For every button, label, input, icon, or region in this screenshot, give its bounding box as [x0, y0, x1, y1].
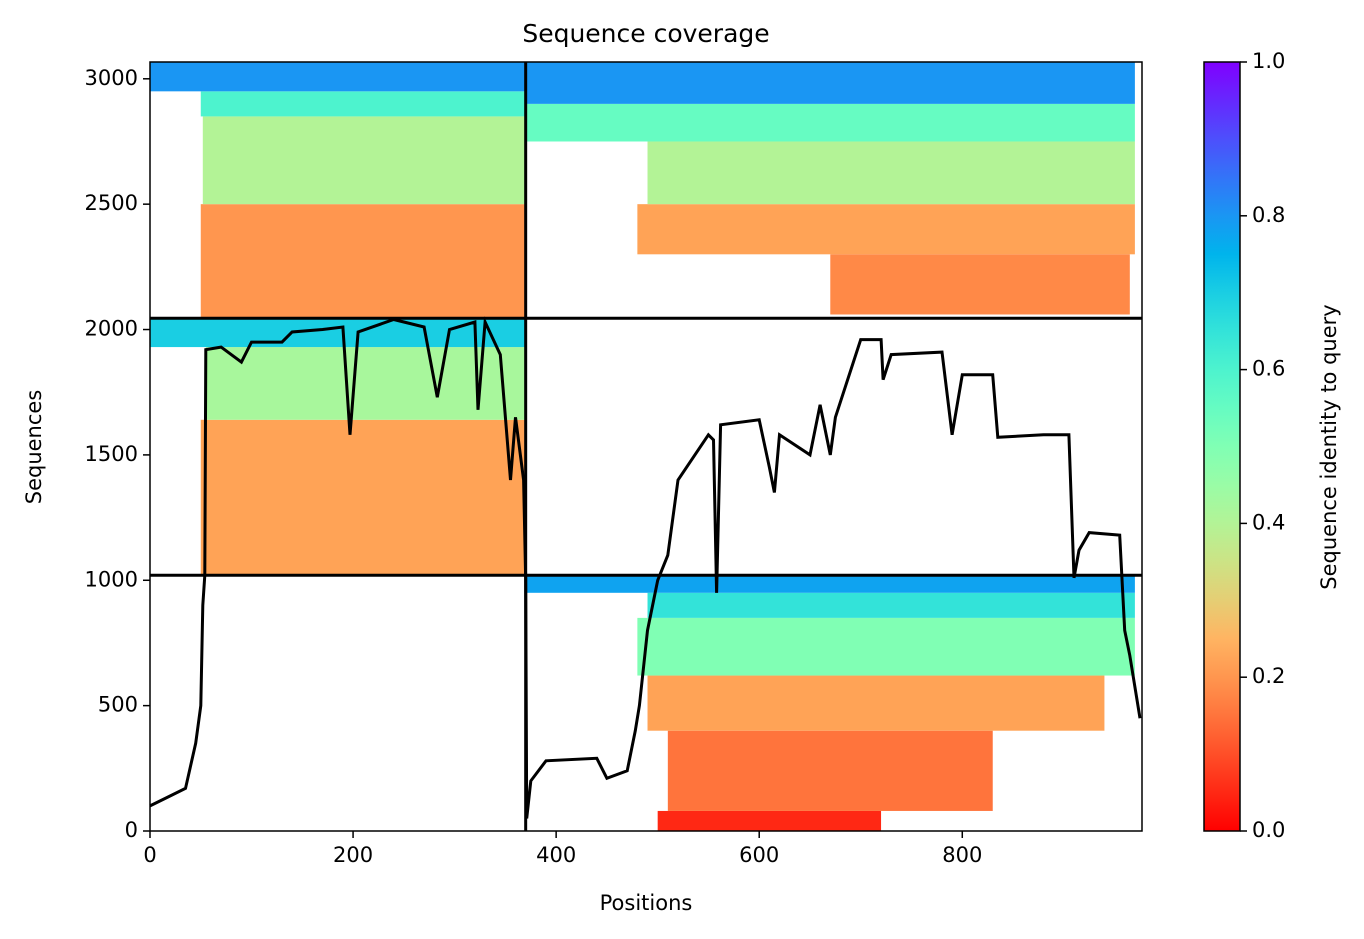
colorbar-tick-label: 0.4 [1252, 510, 1285, 534]
coverage-band [150, 62, 526, 92]
x-tick-label: 400 [536, 843, 576, 867]
coverage-band [200, 419, 526, 576]
y-axis-label: Sequences [22, 390, 46, 505]
coverage-band [830, 254, 1130, 315]
y-tick-label: 0 [125, 818, 138, 842]
coverage-band [200, 204, 526, 319]
coverage-band [205, 347, 526, 420]
coverage-band [657, 810, 882, 831]
plot-frame [149, 61, 1143, 832]
colorbar-tick-label: 0.2 [1252, 664, 1285, 688]
y-tick-label: 500 [98, 693, 138, 717]
x-tick-label: 0 [143, 843, 156, 867]
coverage-band [150, 318, 526, 348]
x-tick-label: 800 [942, 843, 982, 867]
colorbar-tick-label: 1.0 [1252, 49, 1285, 73]
y-tick-label: 3000 [85, 66, 138, 90]
x-axis-label: Positions [600, 891, 693, 915]
y-tick-label: 2500 [85, 191, 138, 215]
colorbar-tick-label: 0.8 [1252, 203, 1285, 227]
coverage-band [637, 617, 1135, 676]
coverage-band [647, 592, 1135, 618]
coverage-band [202, 116, 526, 205]
y-tick-label: 2000 [85, 317, 138, 341]
colorbar [1203, 61, 1241, 832]
colorbar-tick-label: 0.0 [1252, 818, 1285, 842]
coverage-band [525, 62, 1135, 104]
x-tick-label: 600 [739, 843, 779, 867]
colorbar-label: Sequence identity to query [1317, 304, 1341, 589]
x-tick-label: 200 [333, 843, 373, 867]
chart-title: Sequence coverage [522, 19, 769, 48]
y-tick-label: 1500 [85, 442, 138, 466]
coverage-band [200, 91, 526, 117]
coverage-band [647, 141, 1135, 205]
coverage-band [637, 204, 1135, 255]
coverage-band [647, 675, 1105, 731]
colorbar-tick-label: 0.6 [1252, 357, 1285, 381]
coverage-band [667, 730, 993, 811]
coverage-band [525, 575, 1135, 593]
y-tick-label: 1000 [85, 567, 138, 591]
coverage-band [525, 103, 1135, 142]
coverage-line [149, 316, 1142, 819]
